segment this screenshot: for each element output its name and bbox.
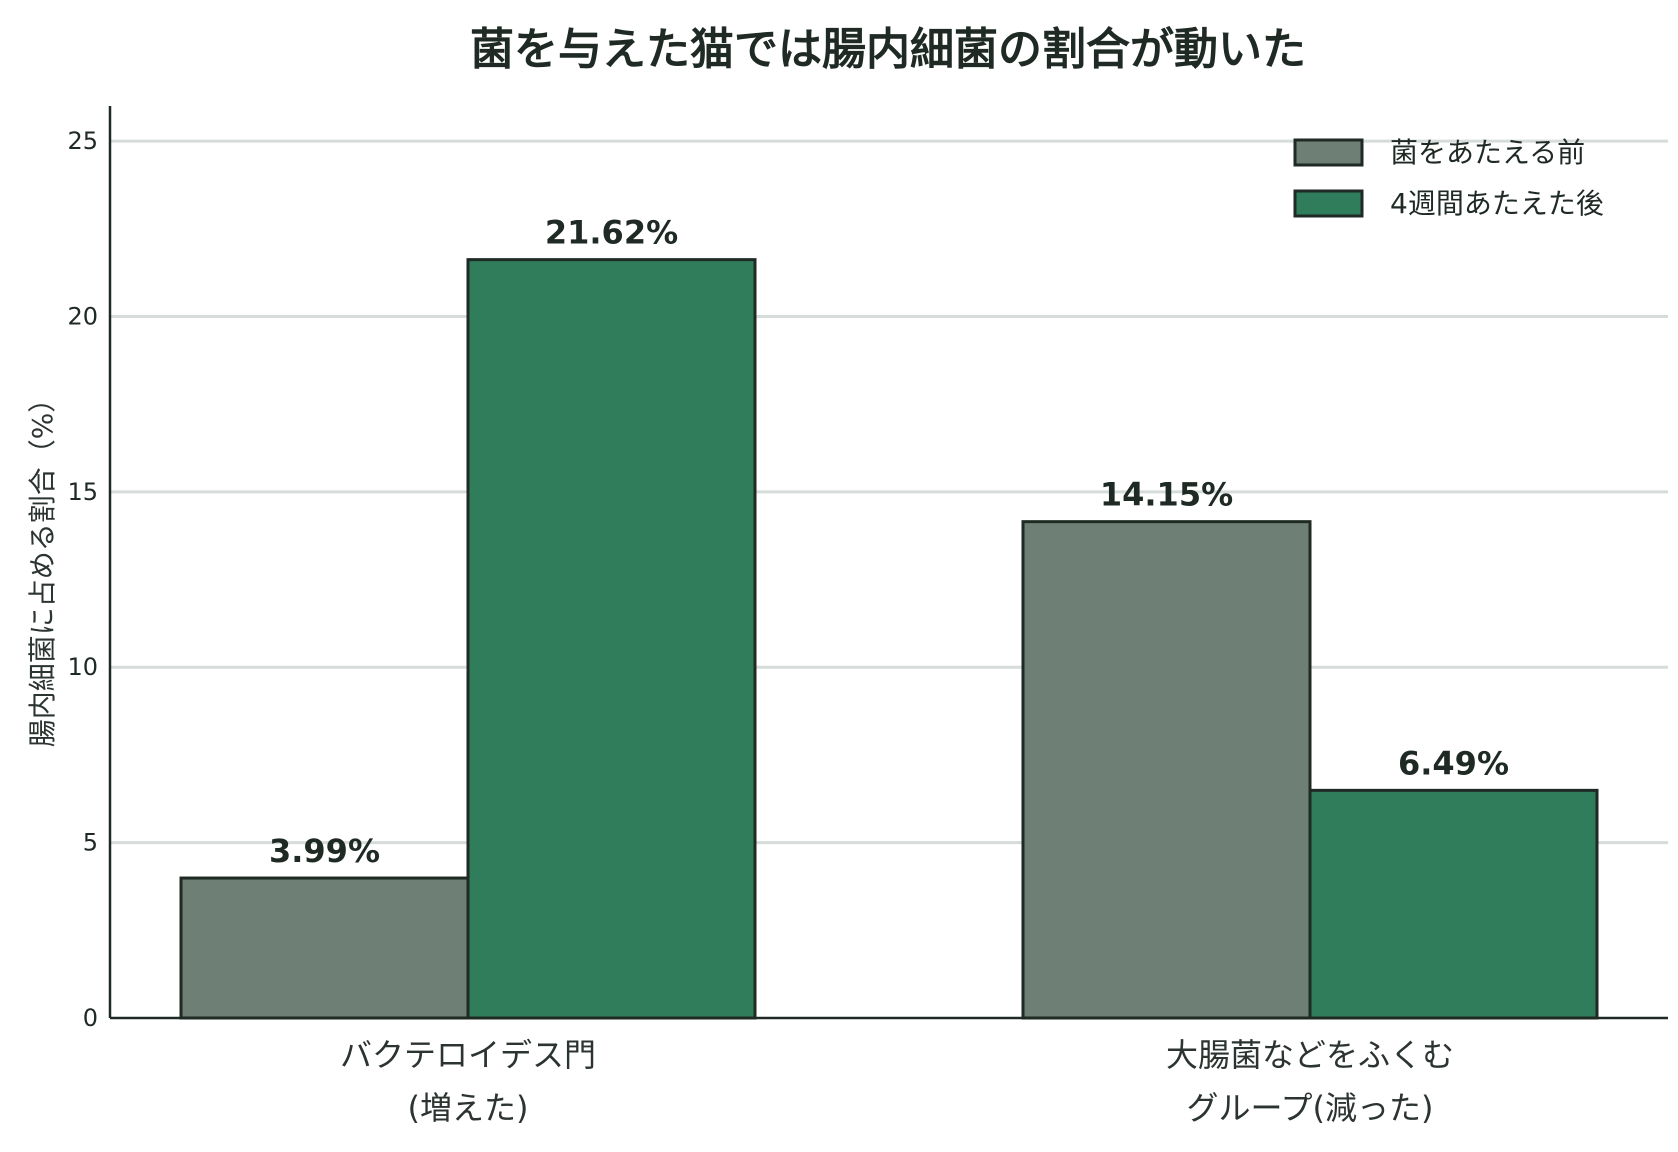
category-label-0-1: (増えた) [408, 1089, 529, 1127]
data-labels-layer: 3.99% 21.62% 14.15% 6.49% [269, 214, 1509, 870]
legend-label-0: 菌をあたえる前 [1390, 136, 1585, 169]
y-tick-label-0: 0 [83, 1004, 98, 1032]
chart-title: 菌を与えた猫では腸内細菌の割合が動いた [470, 24, 1306, 75]
data-label-1-0: 14.15% [1100, 476, 1233, 514]
bar-1-0 [1021, 520, 1312, 1020]
bar-series-layer [179, 258, 1599, 1020]
axis-lines [108, 106, 1668, 1020]
tick-labels: 0 5 10 15 20 25 [67, 127, 98, 1032]
y-tick-label-10: 10 [67, 653, 98, 681]
bar-0-1 [466, 258, 757, 1020]
legend: 菌をあたえる前 4週間あたえた後 [1293, 136, 1604, 220]
bar-1-1 [1308, 788, 1599, 1020]
y-tick-label-20: 20 [67, 302, 98, 330]
category-label-1-1: グループ(減った) [1186, 1089, 1433, 1127]
y-tick-label-5: 5 [83, 829, 98, 857]
category-label-0-0: バクテロイデス門 [340, 1036, 596, 1074]
y-tick-label-25: 25 [67, 127, 98, 155]
y-tick-label-15: 15 [67, 478, 98, 506]
bar-0-0 [179, 876, 470, 1020]
category-label-1-0: 大腸菌などをふくむ [1166, 1036, 1454, 1074]
legend-swatch-0 [1293, 138, 1364, 167]
legend-swatch-1 [1293, 189, 1364, 218]
grid-lines [110, 139, 1668, 845]
y-axis-label: 腸内細菌に占める割合（%） [26, 385, 59, 748]
data-label-0-0: 3.99% [269, 832, 380, 870]
data-label-0-1: 21.62% [545, 214, 678, 252]
legend-label-1: 4週間あたえた後 [1390, 187, 1604, 220]
data-label-1-1: 6.49% [1398, 744, 1509, 782]
